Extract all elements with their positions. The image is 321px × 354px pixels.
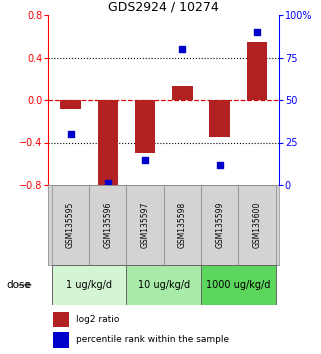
Bar <box>53 312 69 327</box>
Bar <box>172 86 193 100</box>
Bar <box>164 185 201 265</box>
Text: GSM135596: GSM135596 <box>103 202 112 248</box>
Text: percentile rank within the sample: percentile rank within the sample <box>76 335 230 344</box>
Bar <box>60 100 81 108</box>
Bar <box>201 185 238 265</box>
Text: 10 ug/kg/d: 10 ug/kg/d <box>138 280 190 290</box>
Text: GSM135597: GSM135597 <box>141 202 150 248</box>
Point <box>143 157 148 162</box>
Text: dose: dose <box>6 280 31 290</box>
Bar <box>126 185 164 265</box>
Text: GSM135598: GSM135598 <box>178 202 187 248</box>
Bar <box>52 185 89 265</box>
Bar <box>53 332 69 348</box>
Point <box>180 46 185 52</box>
Title: GDS2924 / 10274: GDS2924 / 10274 <box>108 1 219 14</box>
Point <box>105 181 110 186</box>
Bar <box>201 265 275 305</box>
Bar <box>98 100 118 187</box>
Text: GSM135595: GSM135595 <box>66 202 75 248</box>
Text: 1 ug/kg/d: 1 ug/kg/d <box>66 280 112 290</box>
Point <box>68 131 73 137</box>
Text: log2 ratio: log2 ratio <box>76 315 120 324</box>
Bar <box>135 100 155 153</box>
Bar <box>126 265 201 305</box>
Text: GSM135599: GSM135599 <box>215 202 224 248</box>
Point <box>254 29 259 35</box>
Text: 1000 ug/kg/d: 1000 ug/kg/d <box>206 280 271 290</box>
Bar <box>209 100 230 137</box>
Bar <box>52 265 126 305</box>
Text: GSM135600: GSM135600 <box>252 202 261 248</box>
Bar <box>89 185 126 265</box>
Bar <box>238 185 275 265</box>
Point <box>217 162 222 167</box>
Bar <box>247 41 267 100</box>
